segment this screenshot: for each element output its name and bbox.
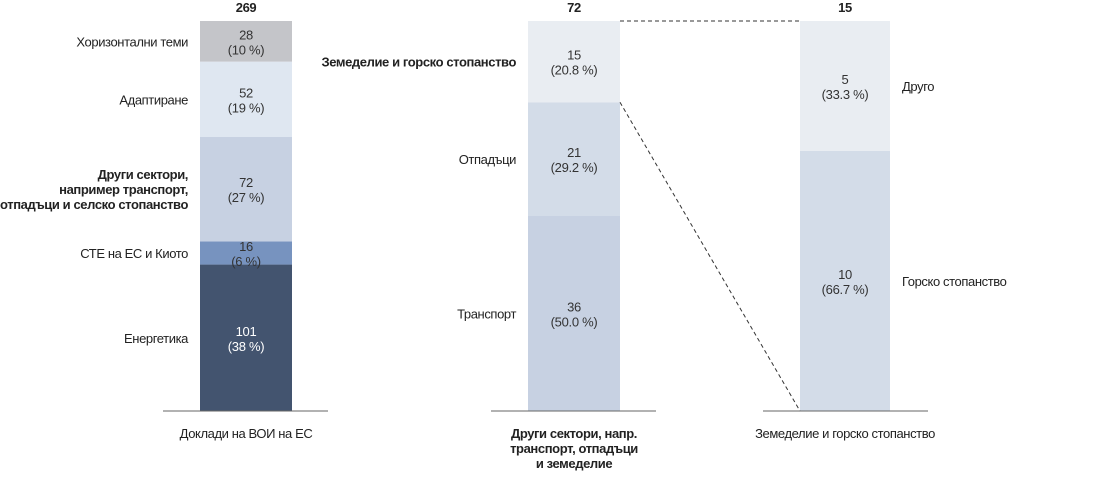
category-label: Адаптиране xyxy=(119,92,188,107)
bar-segment xyxy=(200,264,292,411)
value-label: 72 xyxy=(239,175,253,190)
category-label: Отпадъци xyxy=(459,152,516,167)
percent-label: (19 %) xyxy=(228,100,265,115)
bar-segment xyxy=(200,136,292,242)
percent-label: (50.0 %) xyxy=(551,315,598,330)
percent-label: (38 %) xyxy=(228,339,265,354)
category-label: Транспорт xyxy=(457,307,516,322)
value-label: 101 xyxy=(236,324,257,339)
value-label: 15 xyxy=(567,48,581,63)
category-label: Горско стопанство xyxy=(902,274,1007,289)
value-label: 10 xyxy=(838,267,852,282)
connector-line-bottom xyxy=(619,101,801,412)
bar-segment xyxy=(200,241,292,265)
value-label: 5 xyxy=(842,72,849,87)
percent-label: (66.7 %) xyxy=(822,282,869,297)
percent-label: (27 %) xyxy=(228,190,265,205)
category-label: Хоризонтални теми xyxy=(76,34,188,49)
percent-label: (29.2 %) xyxy=(551,160,598,175)
bar-segment xyxy=(200,61,292,137)
value-label: 28 xyxy=(239,27,253,42)
bar-segment xyxy=(200,21,292,62)
x-axis-label: и земеделие xyxy=(536,456,613,471)
x-axis-label: Земеделие и горско стопанство xyxy=(755,426,935,441)
percent-label: (33.3 %) xyxy=(822,87,869,102)
category-label: Енергетика xyxy=(124,331,189,346)
category-label: СТЕ на ЕС и Киото xyxy=(80,246,188,261)
category-label: отпадъци и селско стопанство xyxy=(0,197,188,212)
category-label: Земеделие и горско стопанство xyxy=(321,55,516,70)
percent-label: (10 %) xyxy=(228,42,265,57)
total-label: 72 xyxy=(567,0,581,15)
bar-segment xyxy=(800,151,890,411)
category-label: например транспорт, xyxy=(59,182,188,197)
x-axis-label: Други сектори, напр. xyxy=(511,426,637,441)
value-label: 16 xyxy=(239,239,253,254)
category-label: Друго xyxy=(902,79,934,94)
total-label: 269 xyxy=(236,0,257,15)
percent-label: (20.8 %) xyxy=(551,63,598,78)
x-axis-label: транспорт, отпадъци xyxy=(510,441,638,456)
bar-segment xyxy=(528,216,620,411)
value-label: 36 xyxy=(567,300,581,315)
total-label: 15 xyxy=(838,0,852,15)
value-label: 21 xyxy=(567,145,581,160)
category-label: Други сектори, xyxy=(98,167,188,182)
bar-segment xyxy=(528,21,620,103)
bar-segment xyxy=(528,102,620,216)
bar-segment xyxy=(800,21,890,151)
value-label: 52 xyxy=(239,85,253,100)
x-axis-label: Доклади на ВОИ на ЕС xyxy=(180,426,313,441)
percent-label: (6 %) xyxy=(231,254,261,269)
